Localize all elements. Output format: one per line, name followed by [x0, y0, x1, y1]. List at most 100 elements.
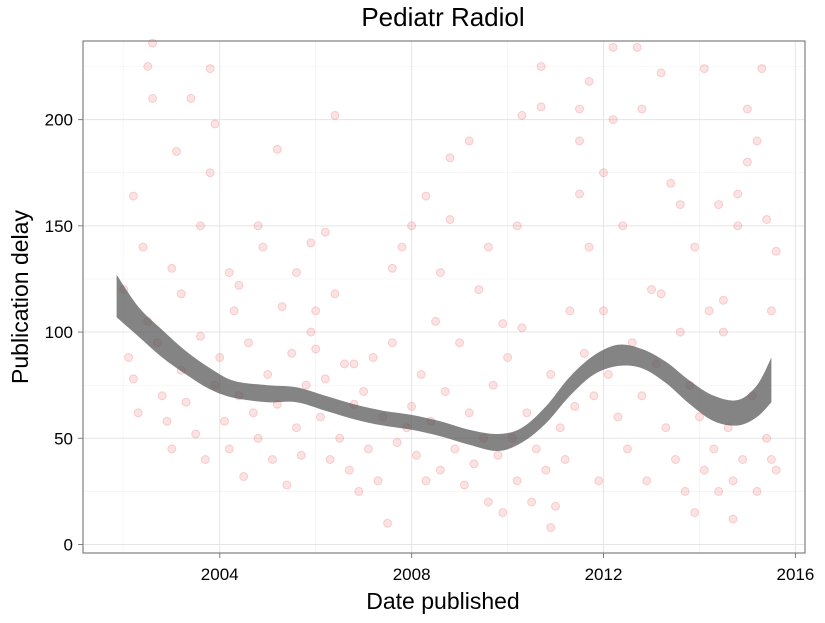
data-point: [608, 42, 618, 52]
data-point: [714, 486, 724, 496]
data-point: [128, 374, 138, 384]
data-point: [714, 200, 724, 210]
data-point: [675, 327, 685, 337]
y-tick-label: 100: [45, 323, 73, 342]
data-point: [277, 302, 287, 312]
data-point: [383, 518, 393, 528]
data-point: [167, 444, 177, 454]
data-point: [546, 370, 556, 379]
data-point: [551, 501, 560, 511]
data-point: [498, 508, 508, 518]
data-point: [330, 110, 340, 120]
data-point: [292, 423, 301, 433]
data-point: [656, 68, 666, 78]
data-point: [167, 263, 177, 273]
data-point: [363, 444, 373, 454]
data-point: [575, 189, 584, 199]
data-point: [493, 450, 503, 460]
data-point: [642, 476, 652, 486]
data-point: [176, 289, 186, 299]
data-point: [148, 93, 158, 103]
data-point: [599, 306, 608, 316]
data-point: [435, 268, 445, 278]
data-point: [416, 370, 426, 379]
y-tick-label: 0: [64, 536, 73, 555]
data-point: [306, 327, 316, 337]
data-point: [435, 465, 445, 475]
data-point: [503, 353, 513, 362]
data-point: [498, 319, 508, 329]
data-point: [205, 168, 215, 178]
data-point: [690, 508, 700, 518]
data-point: [464, 408, 474, 418]
smooth-band-group: [116, 274, 772, 452]
data-point: [469, 459, 479, 469]
data-point: [757, 64, 767, 74]
data-point: [248, 408, 258, 418]
data-point: [733, 221, 743, 231]
data-point: [407, 221, 417, 231]
data-point: [517, 110, 527, 120]
data-point: [306, 238, 316, 248]
data-point: [565, 306, 575, 316]
data-point: [224, 444, 234, 454]
data-point: [766, 306, 776, 316]
data-point: [200, 455, 210, 464]
data-point: [695, 412, 704, 422]
data-point: [354, 486, 364, 496]
data-point: [762, 433, 772, 443]
data-point: [728, 476, 738, 486]
data-point: [215, 353, 225, 362]
data-point: [541, 465, 551, 475]
data-point: [445, 215, 455, 224]
data-point: [623, 444, 632, 454]
data-point: [474, 285, 484, 295]
data-point: [661, 423, 671, 433]
data-point: [196, 331, 205, 341]
data-point: [148, 38, 158, 48]
data-point: [320, 374, 330, 384]
data-point: [253, 221, 263, 231]
data-point: [608, 115, 618, 125]
data-point: [618, 221, 628, 231]
data-point: [263, 370, 273, 379]
data-point: [244, 338, 253, 348]
data-point: [738, 455, 748, 464]
data-point: [349, 359, 359, 369]
data-point: [239, 472, 249, 481]
data-point: [272, 144, 282, 154]
data-point: [128, 191, 138, 201]
data-point: [311, 306, 321, 316]
data-point: [234, 280, 244, 290]
data-point: [181, 397, 191, 407]
data-point: [718, 295, 728, 305]
data-point: [584, 76, 594, 86]
data-point: [531, 444, 541, 454]
data-point: [637, 104, 647, 114]
data-point: [311, 344, 321, 354]
data-point: [560, 455, 570, 464]
data-point: [411, 450, 421, 460]
data-point: [320, 227, 330, 237]
data-point: [421, 476, 431, 486]
data-point: [258, 242, 268, 252]
data-point: [512, 221, 522, 231]
data-point: [546, 523, 556, 532]
data-point: [680, 486, 690, 496]
data-point: [762, 215, 772, 224]
data-point: [527, 497, 537, 507]
data-point: [613, 412, 623, 422]
data-point: [752, 486, 762, 496]
data-point: [220, 416, 229, 426]
data-point: [296, 450, 306, 460]
data-point: [191, 429, 201, 439]
data-point: [330, 289, 340, 299]
data-point: [575, 104, 584, 114]
data-point: [728, 514, 738, 524]
data-point: [699, 465, 709, 475]
data-point: [445, 153, 455, 163]
data-point: [536, 62, 546, 71]
grid-lines: [83, 41, 805, 553]
data-point: [733, 189, 743, 199]
